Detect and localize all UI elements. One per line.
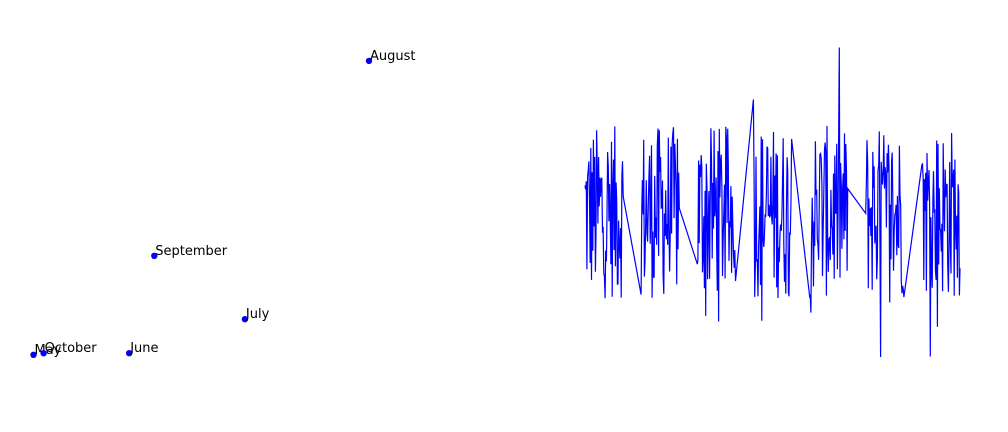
line-panel [584,47,961,358]
line-series [584,47,961,358]
scatter-point-may [30,351,37,358]
scatter-point-august [365,57,373,65]
scatter-point-july [241,316,249,323]
point-label-july: July [245,307,270,322]
scatter-point-october [40,350,47,357]
scatter-point-june [126,350,133,357]
scatter-point-september [151,252,158,259]
point-label-october: October [45,341,98,356]
point-label-june: June [129,341,158,356]
point-label-august: August [370,49,416,64]
point-label-september: September [155,244,228,259]
